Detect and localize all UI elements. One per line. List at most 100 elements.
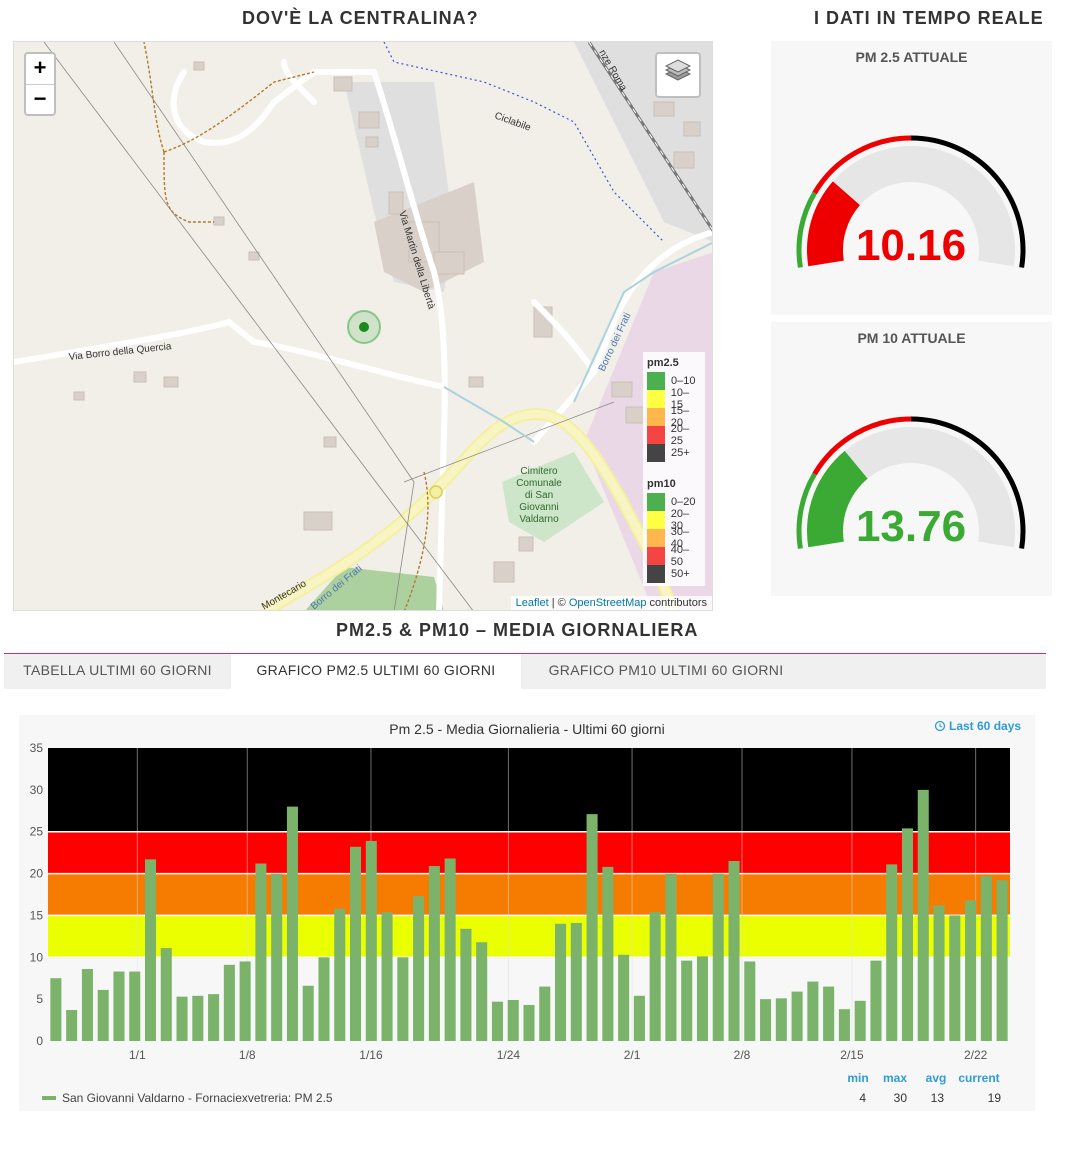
bar[interactable] — [144, 859, 157, 1041]
zoom-in-button[interactable]: + — [33, 55, 47, 80]
bar[interactable] — [760, 999, 772, 1041]
bar[interactable] — [555, 923, 567, 1041]
bar[interactable] — [586, 814, 598, 1041]
bar[interactable] — [255, 863, 267, 1041]
bar[interactable] — [633, 995, 645, 1041]
legend-item: 40–50 — [647, 544, 701, 568]
bar[interactable] — [176, 996, 188, 1041]
bar[interactable] — [239, 961, 251, 1041]
legend-item: 20–30 — [647, 508, 701, 532]
tab-pm10-chart[interactable]: GRAFICO PM10 ULTIMI 60 GIORNI — [548, 662, 784, 678]
bar[interactable] — [97, 989, 109, 1041]
bar[interactable] — [933, 905, 945, 1041]
gauge-track — [807, 427, 1015, 548]
bar[interactable] — [823, 986, 835, 1041]
bar[interactable] — [444, 858, 456, 1041]
bar[interactable] — [318, 957, 330, 1041]
station-map[interactable]: Via Borro della Quercia Via Martin della… — [13, 41, 713, 611]
bar[interactable] — [886, 864, 898, 1041]
legend-label: 0–20 — [671, 496, 696, 508]
bar[interactable] — [728, 861, 740, 1041]
bar[interactable] — [286, 806, 298, 1041]
bar[interactable] — [539, 986, 551, 1041]
bar[interactable] — [271, 873, 283, 1041]
legend-label: 15–20 — [670, 405, 690, 429]
bar[interactable] — [949, 915, 961, 1041]
map-label: Comunale — [516, 478, 562, 489]
bar[interactable] — [665, 873, 677, 1041]
station-marker[interactable] — [359, 322, 369, 332]
pm25-chart-card: Pm 2.5 - Media Giornalieria - Ultimi 60 … — [19, 715, 1035, 1111]
legend-swatch — [647, 408, 665, 426]
bar[interactable] — [838, 1009, 850, 1041]
map-section-title: DOV'È LA CENTRALINA? — [242, 8, 479, 28]
bar[interactable] — [66, 1010, 78, 1041]
bar[interactable] — [649, 912, 661, 1041]
stat-header: min — [847, 1071, 868, 1085]
bar[interactable] — [460, 928, 472, 1041]
stat-value: 13 — [931, 1091, 945, 1105]
bar[interactable] — [491, 1001, 503, 1041]
bar[interactable] — [208, 994, 220, 1041]
osm-link[interactable]: OpenStreetMap — [568, 597, 647, 609]
bar[interactable] — [397, 957, 409, 1041]
bar[interactable] — [129, 971, 141, 1041]
bar[interactable] — [302, 985, 314, 1041]
stat-header: avg — [926, 1071, 947, 1085]
bar[interactable] — [854, 1000, 866, 1041]
series-legend-label[interactable]: San Giovanni Valdarno - Fornaciexvetreri… — [62, 1091, 333, 1105]
bar[interactable] — [618, 954, 630, 1041]
stat-value: 4 — [859, 1091, 866, 1105]
last-60-days-button[interactable]: Last 60 days — [934, 719, 1022, 733]
bar[interactable] — [996, 880, 1008, 1041]
bar[interactable] — [791, 991, 803, 1041]
bar[interactable] — [744, 961, 756, 1041]
zoom-out-button[interactable]: − — [26, 84, 54, 114]
gauge-track — [807, 146, 1015, 267]
bar[interactable] — [334, 908, 346, 1041]
bar[interactable] — [712, 873, 724, 1041]
bar[interactable] — [980, 876, 992, 1041]
map-tiles[interactable]: Via Borro della Quercia Via Martin della… — [14, 42, 713, 611]
bar[interactable] — [81, 969, 93, 1041]
bar[interactable] — [50, 978, 62, 1041]
legend-swatch — [647, 390, 665, 408]
x-tick-label: 1/16 — [359, 1048, 383, 1062]
bar[interactable] — [696, 956, 708, 1041]
bar[interactable] — [160, 948, 172, 1041]
bar[interactable] — [365, 840, 377, 1041]
y-tick-label: 35 — [30, 741, 44, 755]
y-tick-label: 25 — [30, 825, 44, 839]
bar[interactable] — [113, 971, 125, 1041]
bar[interactable] — [681, 960, 693, 1041]
bar[interactable] — [192, 995, 204, 1041]
tab-pm25-chart[interactable]: GRAFICO PM2.5 ULTIMI 60 GIORNI — [231, 654, 521, 689]
bar[interactable] — [602, 866, 614, 1041]
bar[interactable] — [775, 998, 787, 1041]
bar[interactable] — [965, 900, 977, 1041]
bar[interactable] — [350, 846, 362, 1041]
bar[interactable] — [917, 789, 929, 1041]
bar[interactable] — [523, 1005, 535, 1041]
leaflet-link[interactable]: Leaflet — [515, 597, 549, 609]
legend-swatch — [647, 547, 665, 565]
bar[interactable] — [223, 964, 235, 1041]
bar[interactable] — [476, 942, 488, 1041]
legend-item: 50+ — [647, 565, 701, 583]
bar[interactable] — [807, 981, 819, 1041]
bar[interactable] — [413, 896, 425, 1041]
map-legend: pm2.5 0–10 10–15 15–20 20–25 25+ pm10 0–20 20… — [643, 352, 705, 586]
layers-button[interactable] — [655, 52, 701, 98]
y-tick-label: 30 — [30, 783, 44, 797]
bar[interactable] — [870, 960, 882, 1041]
pm10-gauge-title: PM 10 ATTUALE — [857, 330, 966, 346]
x-tick-label: 2/8 — [734, 1048, 751, 1062]
x-tick-label: 2/15 — [840, 1048, 864, 1062]
bar[interactable] — [381, 912, 393, 1041]
bar[interactable] — [570, 922, 582, 1041]
bar[interactable] — [507, 999, 519, 1041]
bar[interactable] — [428, 866, 440, 1041]
bar[interactable] — [901, 828, 914, 1041]
tab-table-60-days[interactable]: TABELLA ULTIMI 60 GIORNI — [23, 662, 212, 678]
zoom-control: + − — [24, 52, 56, 116]
